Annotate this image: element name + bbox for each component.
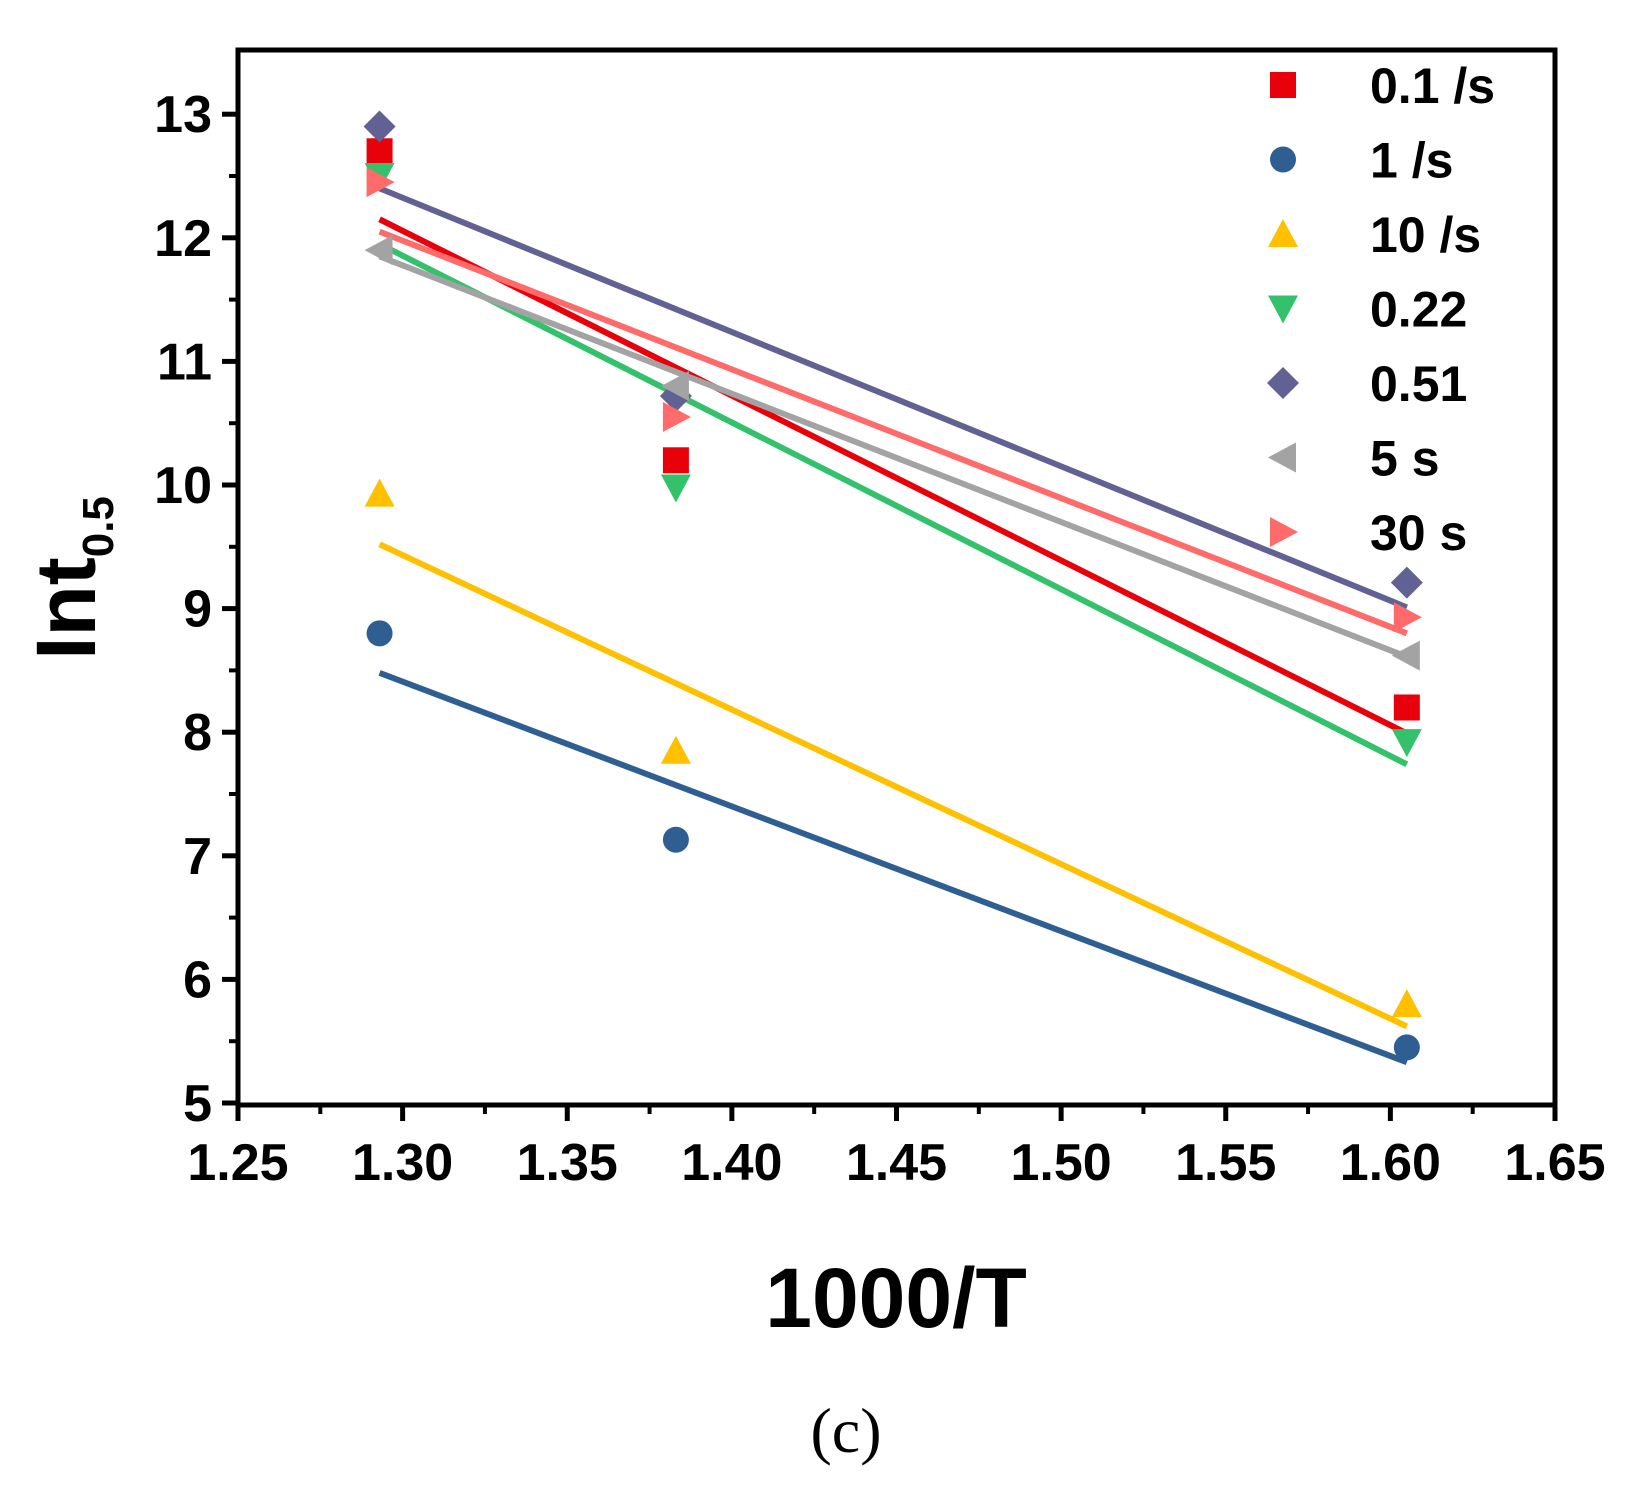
point-0-1-s-2 (1393, 694, 1420, 721)
y-axis-title-main: Int (19, 557, 113, 660)
x-tick-label-1: 1.30 (352, 1134, 453, 1192)
point-30-s-1 (662, 402, 691, 433)
legend-label-10-s: 10 /s (1370, 207, 1481, 263)
y-tick-label-0: 5 (183, 1075, 212, 1133)
point-0-22-1 (660, 474, 691, 503)
x-tick-label-8: 1.65 (1504, 1134, 1605, 1192)
fit-lines (378, 185, 1409, 1066)
x-tick-label-3: 1.40 (681, 1134, 782, 1192)
y-axis-ticks: 5 6 7 8 9 10 11 12 13 (154, 86, 238, 1133)
fit-line-5-s (378, 253, 1408, 660)
legend-label-0-51: 0.51 (1370, 356, 1467, 412)
point-5-s-1 (660, 371, 689, 402)
legend-symbol-1-s (1270, 146, 1296, 173)
point-5-s-2 (1391, 640, 1420, 671)
x-tick-label-6: 1.55 (1175, 1134, 1276, 1192)
point-1-s-0 (366, 620, 393, 647)
point-0-1-s-0 (366, 138, 393, 165)
point-10-s-0 (364, 478, 395, 507)
figure-caption: (c) (810, 1395, 881, 1466)
fit-line-0-51 (378, 185, 1408, 611)
fit-line-30-s (378, 228, 1408, 637)
point-10-s-2 (1391, 989, 1422, 1018)
y-tick-label-6: 11 (157, 333, 212, 391)
legend-label-30-s: 30 s (1370, 505, 1467, 561)
point-1-s-1 (662, 826, 689, 853)
x-tick-label-2: 1.35 (517, 1134, 618, 1192)
data-markers (363, 110, 1423, 1061)
x-tick-label-0: 1.25 (187, 1134, 288, 1192)
fit-line-0-1-s (378, 216, 1409, 737)
y-axis-title-subscript: 0.5 (74, 496, 123, 557)
y-tick-label-5: 10 (154, 457, 212, 515)
legend-label-0-22: 0.22 (1370, 282, 1467, 338)
point-10-s-1 (660, 735, 691, 764)
point-0-51-0 (363, 110, 396, 143)
legend-symbol-0-22 (1268, 295, 1298, 324)
point-1-s-2 (1393, 1034, 1420, 1061)
y-tick-label-3: 8 (183, 704, 212, 762)
legend-symbol-10-s (1268, 219, 1298, 247)
point-5-s-0 (364, 235, 393, 266)
point-0-22-2 (1391, 729, 1422, 758)
y-tick-label-2: 7 (183, 828, 212, 886)
legend-label-1-s: 1 /s (1370, 133, 1453, 189)
y-tick-label-1: 6 (183, 951, 212, 1009)
legend-label-5-s: 5 s (1370, 431, 1440, 487)
y-axis-title: Int0.5 (19, 496, 123, 660)
x-tick-label-4: 1.45 (846, 1134, 947, 1192)
fit-line-10-s (378, 541, 1409, 1030)
point-30-s-0 (366, 167, 395, 198)
legend-symbol-0-51 (1267, 367, 1299, 399)
y-tick-label-8: 13 (154, 86, 212, 144)
point-30-s-2 (1393, 602, 1422, 633)
legend-symbol-0-1-s (1270, 72, 1296, 98)
x-axis-ticks: 1.25 1.30 1.35 1.40 1.45 1.50 1.55 1.60 1.65 (187, 1105, 1606, 1192)
x-axis-title: 1000/T (765, 1251, 1027, 1345)
fit-line-0-22 (378, 241, 1409, 768)
y-tick-label-7: 12 (154, 210, 212, 268)
x-tick-label-5: 1.50 (1011, 1134, 1112, 1192)
legend-symbol-5-s (1268, 442, 1296, 473)
point-0-1-s-1 (662, 447, 689, 474)
point-0-51-2 (1390, 566, 1423, 599)
legend-label-0-1-s: 0.1 /s (1370, 58, 1495, 114)
fit-line-1-s (378, 670, 1408, 1066)
y-tick-label-4: 9 (183, 581, 212, 639)
legend-symbol-30-s (1270, 517, 1298, 547)
x-tick-label-7: 1.60 (1340, 1134, 1441, 1192)
legend: 0.1 /s 1 /s 10 /s 0.22 0.51 5 s 30 s (1267, 58, 1495, 561)
